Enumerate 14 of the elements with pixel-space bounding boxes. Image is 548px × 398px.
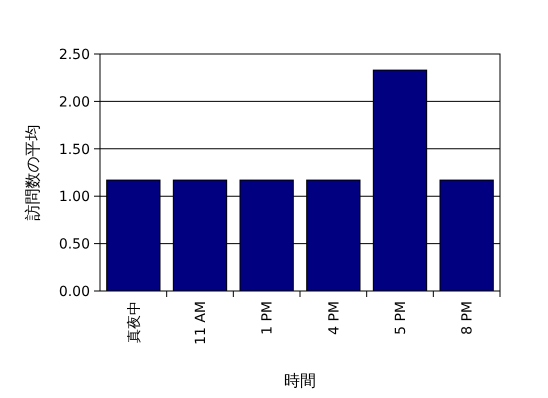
y-tick-label: 0.00 (58, 284, 90, 300)
x-axis-title: 時間 (284, 371, 316, 390)
x-tick-label: 1 PM (260, 301, 276, 335)
y-tick-label: 1.00 (58, 189, 90, 206)
y-tick-label: 1.50 (58, 142, 90, 158)
x-tick-label: 5 PM (393, 301, 409, 335)
y-tick-label: 2.00 (58, 94, 90, 110)
y-axis-title: 訪問数の平均 (23, 124, 42, 220)
x-tick-label: 8 PM (460, 301, 476, 335)
x-tick-label: 11 AM (193, 301, 209, 345)
x-tick-label: 真夜中 (126, 301, 142, 343)
y-tick-label: 0.50 (58, 236, 90, 253)
x-tick-label: 4 PM (326, 301, 342, 335)
y-tick-label: 2.50 (58, 47, 90, 63)
